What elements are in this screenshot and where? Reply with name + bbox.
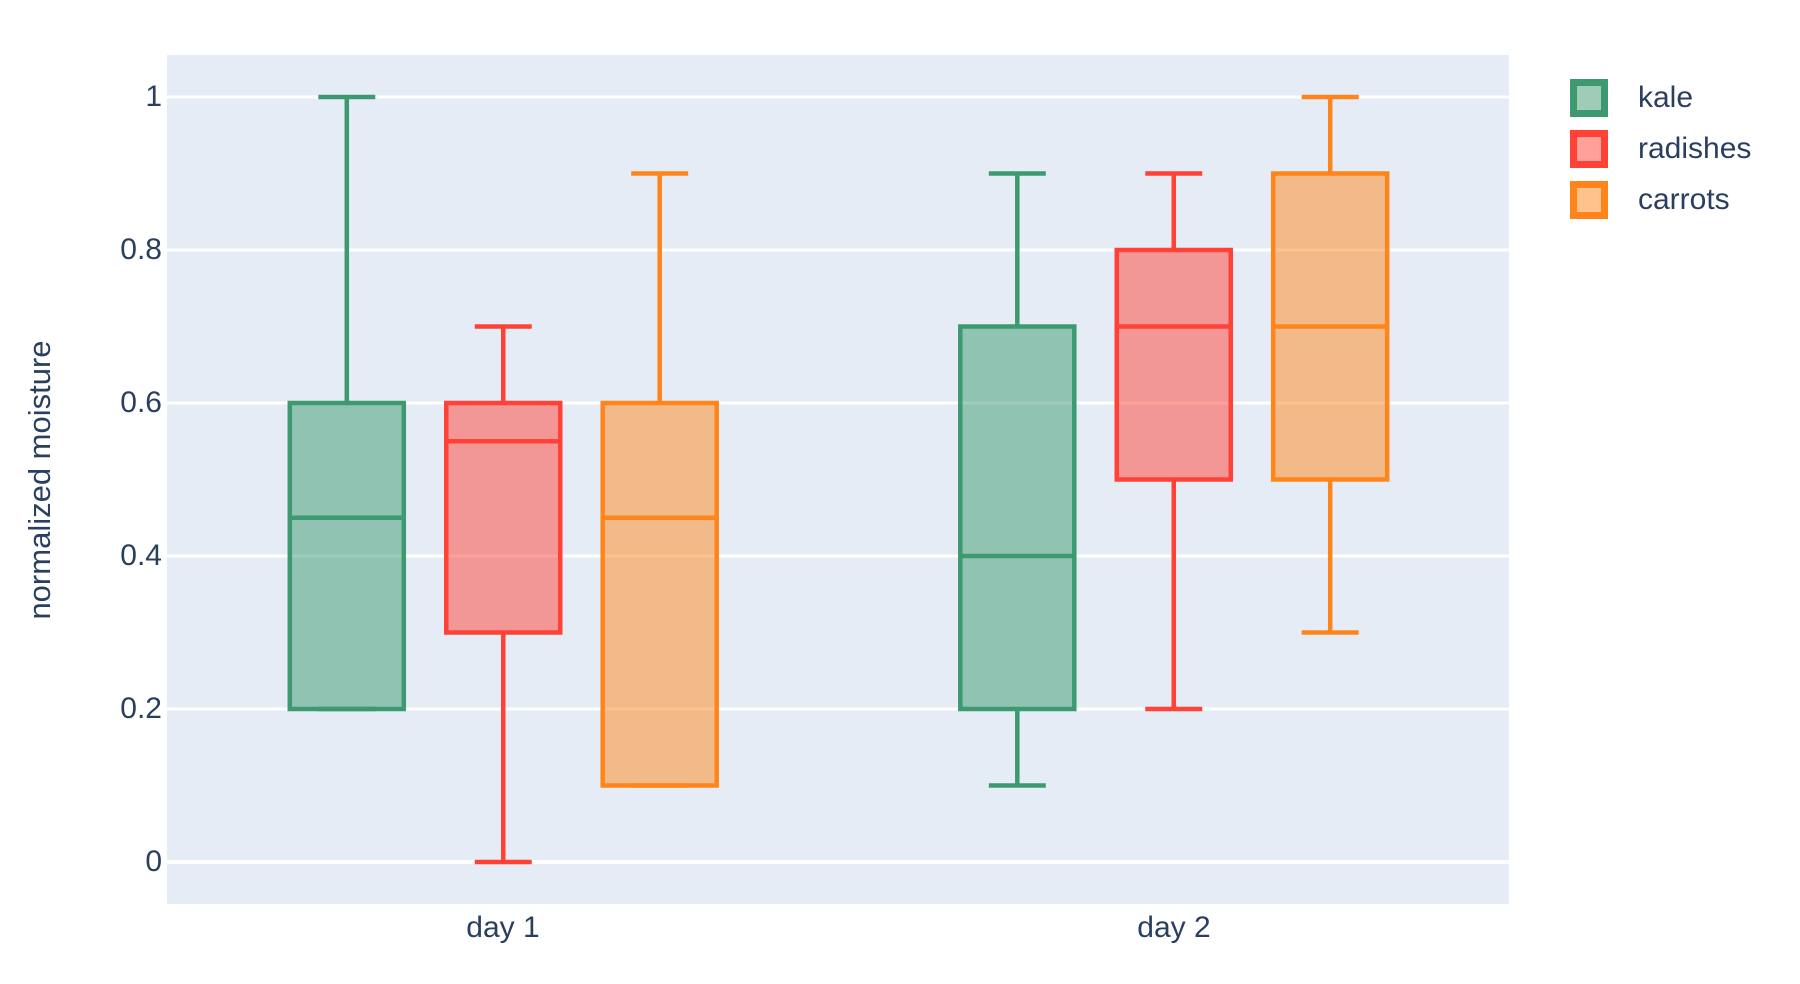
y-axis-tick-labels: 0 0.2 0.4 0.6 0.8 1 <box>0 0 162 984</box>
box-carrots-day-1[interactable] <box>600 171 719 788</box>
box-body[interactable] <box>600 400 719 788</box>
legend-label: radishes <box>1638 131 1752 165</box>
box-body[interactable] <box>958 324 1077 712</box>
legend: kale radishes carrots <box>1570 72 1751 225</box>
y-tick-label: 1 <box>145 80 162 113</box>
y-tick-label: 0.2 <box>120 692 162 725</box>
y-tick-label: 0.4 <box>120 539 162 572</box>
radishes-swatch-icon <box>1570 129 1608 168</box>
legend-item-kale[interactable]: kale <box>1570 72 1751 123</box>
y-tick-label: 0.6 <box>120 386 162 419</box>
y-tick-label: 0.8 <box>120 233 162 266</box>
kale-swatch-icon <box>1570 78 1608 117</box>
x-axis-label-day-2: day 2 <box>1137 911 1211 944</box>
box-radishes-day-1[interactable] <box>444 324 563 865</box>
legend-label: kale <box>1638 80 1694 114</box>
carrots-swatch-icon <box>1570 180 1608 219</box>
box-body[interactable] <box>1114 247 1233 482</box>
box-radishes-day-2[interactable] <box>1114 171 1233 712</box>
legend-item-carrots[interactable]: carrots <box>1570 174 1751 225</box>
box-carrots-day-2[interactable] <box>1270 94 1390 635</box>
x-axis-label-day-1: day 1 <box>466 911 540 944</box>
box-body[interactable] <box>444 400 563 635</box>
box-kale-day-1[interactable] <box>287 94 407 712</box>
legend-item-radishes[interactable]: radishes <box>1570 123 1751 174</box>
box-kale-day-2[interactable] <box>958 171 1077 788</box>
legend-label: carrots <box>1638 182 1730 216</box>
box-body[interactable] <box>287 400 407 712</box>
y-tick-label: 0 <box>145 845 162 878</box>
